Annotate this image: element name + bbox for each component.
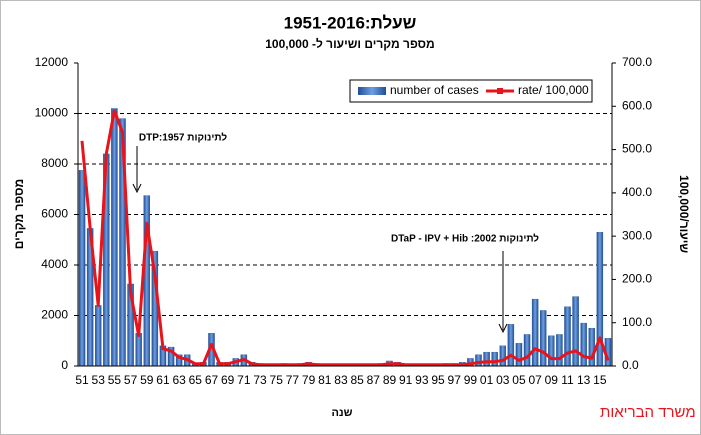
- legend-marker: [497, 88, 503, 94]
- x-tick-label: 01: [480, 373, 494, 387]
- x-tick-label: 63: [172, 373, 186, 387]
- x-tick-label: 81: [318, 373, 332, 387]
- x-tick-label: 75: [270, 373, 284, 387]
- y-tick-label: 2000: [41, 308, 68, 322]
- bar: [515, 343, 523, 367]
- annotation-arrowhead: [498, 323, 508, 334]
- y2-tick-label: 300.0: [622, 228, 652, 242]
- x-tick-label: 61: [156, 373, 170, 387]
- bar: [135, 333, 142, 367]
- annotation: DTaP - IPV + Hib :2002 לתינוקות: [391, 233, 539, 245]
- x-tick-label: 51: [75, 373, 89, 387]
- y-tick-label: 0: [61, 358, 68, 372]
- x-tick-label: 15: [593, 373, 607, 387]
- y2-tick-label: 600.0: [622, 98, 652, 112]
- y-tick-label: 6000: [41, 207, 68, 221]
- y-tick-label: 4000: [41, 257, 68, 271]
- x-tick-label: 69: [221, 373, 235, 387]
- bar: [143, 195, 150, 367]
- x-tick-label: 97: [448, 373, 462, 387]
- bar: [491, 351, 498, 367]
- x-tick-label: 11: [561, 373, 574, 387]
- line: [80, 109, 610, 367]
- bar: [483, 351, 490, 367]
- x-tick-label: 03: [496, 373, 510, 387]
- annotation: DTP:1957 לתינוקות: [139, 132, 227, 144]
- bar: [556, 334, 563, 367]
- x-tick-label: 73: [253, 373, 267, 387]
- legend-swatch: [358, 87, 386, 95]
- chart-subtitle: מספר מקרים ושיעור ל- 100,000: [265, 37, 435, 51]
- x-tick-label: 71: [237, 373, 251, 387]
- x-tick-label: 77: [286, 373, 300, 387]
- source: האגף לאפידמיולוגיה, משרד הבריאות: [600, 404, 701, 421]
- x-tick-label: 07: [528, 373, 542, 387]
- x-tick-label: 99: [464, 373, 478, 387]
- bar: [540, 310, 547, 367]
- bar: [507, 324, 515, 367]
- bar: [548, 335, 555, 367]
- x-tick-label: 09: [545, 373, 559, 387]
- y-axis-label: מספר מקרים: [12, 179, 26, 249]
- bar: [523, 334, 531, 367]
- x-tick-label: 87: [367, 373, 381, 387]
- x-tick-label: 79: [302, 373, 316, 387]
- y2-tick-label: 200.0: [622, 272, 652, 286]
- bar: [588, 327, 595, 367]
- chart-title: שעלת:1951-2016: [284, 13, 417, 32]
- bar: [499, 345, 506, 367]
- bar: [95, 305, 102, 367]
- bar: [572, 296, 579, 367]
- legend-box: [349, 79, 593, 103]
- legend-label: number of cases: [390, 83, 479, 97]
- annotation-arrowhead: [132, 183, 142, 194]
- x-tick-label: 67: [205, 373, 219, 387]
- bar: [580, 322, 587, 367]
- bar: [564, 306, 571, 367]
- x-tick-label: 95: [431, 373, 445, 387]
- y-tick-label: 10000: [35, 106, 69, 120]
- bar: [531, 298, 539, 367]
- x-tick-label: 13: [577, 373, 591, 387]
- x-tick-label: 91: [399, 373, 413, 387]
- y2-tick-label: 500.0: [622, 142, 652, 156]
- x-tick-label: 55: [108, 373, 122, 387]
- x-tick-label: 05: [512, 373, 526, 387]
- x-tick-label: 59: [140, 373, 154, 387]
- x-tick-label: 93: [415, 373, 429, 387]
- x-axis-label: שנה: [331, 407, 352, 419]
- y2-tick-label: 400.0: [622, 185, 652, 199]
- bar: [78, 170, 86, 367]
- x-tick-label: 65: [189, 373, 203, 387]
- x-tick-label: 85: [350, 373, 364, 387]
- x-tick-label: 57: [124, 373, 138, 387]
- bar: [111, 108, 118, 367]
- legend-label: rate/ 100,000: [518, 83, 589, 97]
- y-tick-label: 8000: [41, 156, 68, 170]
- x-tick-label: 53: [92, 373, 106, 387]
- x-tick-label: 89: [383, 373, 397, 387]
- y-tick-label: 12000: [35, 55, 69, 69]
- y2-axis-label: שיעור/100,000: [677, 175, 691, 253]
- x-tick-label: 83: [334, 373, 348, 387]
- y2-tick-label: 100.0: [622, 315, 652, 329]
- y2-tick-label: 0.0: [622, 358, 639, 372]
- y2-tick-label: 700.0: [622, 55, 652, 69]
